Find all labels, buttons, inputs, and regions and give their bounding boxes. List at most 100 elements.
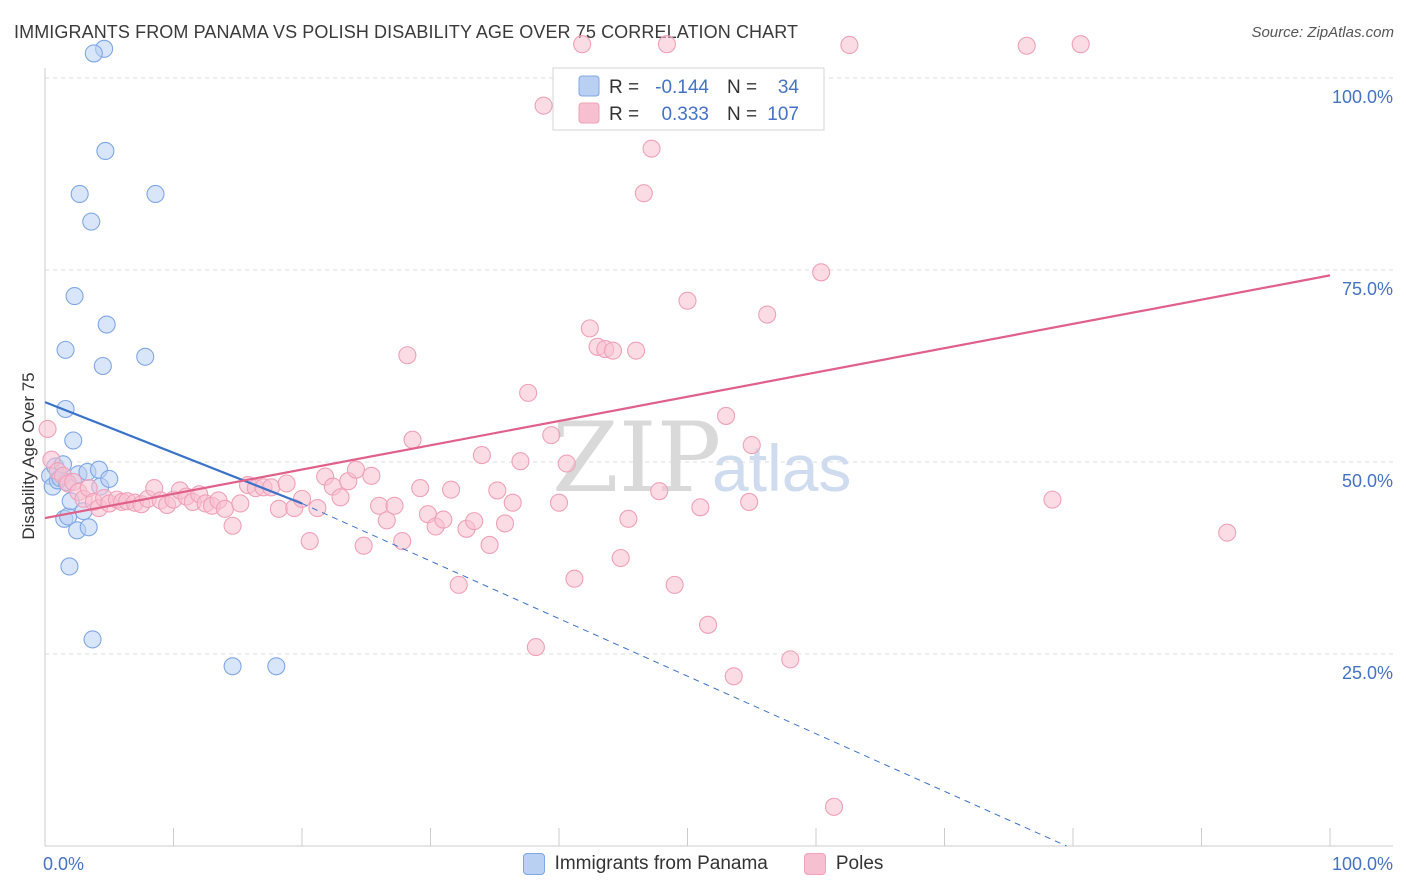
poles-point-104 (1043, 490, 1062, 509)
poles-point-70 (519, 383, 538, 402)
panama-point-18 (79, 518, 98, 537)
poles-point-85 (634, 184, 653, 203)
panama-point-19 (82, 212, 101, 231)
panama-point-26 (97, 315, 116, 334)
legend-r-label-poles: R = (609, 104, 639, 125)
panama-point-20 (83, 630, 102, 649)
poles-point-65 (480, 535, 499, 554)
poles-point-91 (691, 498, 710, 517)
poles-point-75 (557, 454, 576, 473)
poles-point-82 (611, 548, 630, 568)
legend-n-value-poles: 107 (767, 104, 799, 125)
poles-point-71 (526, 638, 545, 657)
poles-point-81 (603, 341, 623, 360)
poles-point-90 (678, 291, 697, 310)
axis-ticks: 25.0% 50.0% 75.0% 100.0% (1332, 87, 1393, 683)
bottom-legend-swatch-panama (522, 853, 545, 875)
panama-point-27 (56, 340, 75, 359)
y-axis-label: Disability Age Over 75 (19, 372, 38, 539)
stats-legend: R = -0.144 N = 34 R = 0.333 N = 107 (552, 67, 825, 131)
y-tick-label-50: 50.0% (1342, 471, 1393, 491)
panama-point-33 (223, 657, 242, 676)
poles-point-59 (434, 510, 453, 529)
source-label: Source: ZipAtlas.com (1251, 24, 1394, 41)
watermark-atlas: atlas (712, 431, 851, 505)
panama-point-9 (60, 557, 79, 576)
poles-point-73 (542, 426, 561, 445)
watermark-zip: ZIP (552, 402, 721, 514)
panama-point-31 (136, 347, 155, 366)
poles-point-60 (442, 480, 461, 499)
poles-point-64 (472, 446, 491, 465)
poles-point-52 (385, 496, 404, 515)
poles-point-103 (1071, 35, 1090, 54)
panama-trend-line (44, 401, 303, 505)
poles-point-30 (215, 499, 234, 518)
panama-point-11 (64, 431, 83, 450)
bottom-legend-swatch-poles (803, 853, 826, 875)
y-tick-label-25: 25.0% (1342, 663, 1393, 683)
poles-point-40 (292, 489, 312, 508)
chart-title: IMMIGRANTS FROM PANAMA VS POLISH DISABIL… (14, 22, 799, 42)
poles-point-51 (377, 511, 396, 530)
poles-point-61 (449, 575, 468, 594)
y-tick-label-100: 100.0% (1332, 87, 1393, 107)
poles-point-97 (758, 305, 777, 324)
legend-n-label-panama: N = (727, 77, 757, 98)
poles-point-63 (465, 512, 484, 531)
poles-point-42 (308, 499, 327, 518)
poles-point-56 (411, 479, 430, 498)
poles-point-86 (642, 139, 661, 158)
scatter-points (38, 35, 1237, 816)
panama-point-15 (70, 184, 89, 204)
poles-point-77 (573, 35, 592, 54)
poles-point-92 (699, 615, 718, 634)
poles-point-37 (269, 499, 288, 518)
x-tick-label-right: 100.0% (1332, 854, 1393, 874)
y-tick-label-75: 75.0% (1342, 279, 1393, 299)
poles-point-89 (665, 575, 684, 594)
poles-point-78 (580, 319, 599, 338)
trend-lines (44, 274, 1331, 847)
poles-point-105 (1218, 523, 1237, 542)
panama-point-12 (65, 287, 84, 306)
poles-point-66 (488, 481, 507, 500)
poles-point-48 (354, 536, 373, 555)
legend-r-label-panama: R = (609, 77, 639, 98)
bottom-legend-label-poles: Poles (835, 853, 884, 874)
poles-point-41 (300, 532, 319, 551)
poles-point-68 (503, 493, 522, 512)
poles-point-74 (549, 493, 569, 512)
x-tick-label-left: 0.0% (43, 854, 84, 874)
poles-point-69 (511, 452, 530, 471)
poles-point-102 (1017, 36, 1036, 55)
poles-point-93 (716, 406, 736, 425)
poles-point-84 (627, 341, 646, 360)
bottom-legend: Immigrants from Panama Poles (0, 851, 1406, 877)
poles-point-83 (619, 509, 638, 528)
bottom-legend-item-poles: Poles (803, 853, 884, 875)
panama-point-30 (84, 44, 103, 63)
legend-swatch-panama (578, 75, 600, 97)
poles-point-95 (740, 492, 759, 511)
poles-point-94 (724, 667, 743, 686)
poles-point-98 (781, 650, 800, 669)
panama-point-29 (100, 469, 119, 488)
poles-point-88 (657, 35, 676, 54)
poles-point-67 (495, 514, 515, 533)
panama-point-34 (267, 657, 286, 676)
legend-n-value-panama: 34 (778, 77, 800, 98)
poles-point-96 (742, 436, 761, 455)
poles-point-45 (331, 488, 350, 507)
grid-lines (45, 77, 1393, 655)
poles-trend-line (44, 274, 1331, 520)
poles-point-31 (223, 516, 242, 535)
panama-point-28 (56, 399, 75, 419)
panama-point-25 (96, 141, 115, 161)
poles-point-87 (650, 482, 669, 501)
poles-point-99 (812, 263, 831, 282)
poles-point-76 (565, 569, 584, 588)
legend-swatch-poles (578, 102, 600, 124)
panama-point-32 (146, 184, 165, 204)
